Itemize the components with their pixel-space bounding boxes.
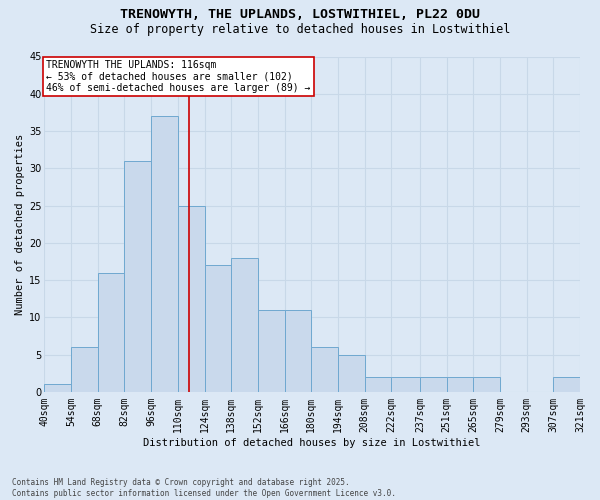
Bar: [44, 384, 71, 392]
X-axis label: Distribution of detached houses by size in Lostwithiel: Distribution of detached houses by size …: [143, 438, 481, 448]
Bar: [473, 377, 500, 392]
Bar: [205, 265, 231, 392]
Text: TRENOWYTH, THE UPLANDS, LOSTWITHIEL, PL22 0DU: TRENOWYTH, THE UPLANDS, LOSTWITHIEL, PL2…: [120, 8, 480, 20]
Text: Size of property relative to detached houses in Lostwithiel: Size of property relative to detached ho…: [90, 22, 510, 36]
Bar: [71, 347, 98, 392]
Y-axis label: Number of detached properties: Number of detached properties: [15, 134, 25, 315]
Text: Contains HM Land Registry data © Crown copyright and database right 2025.
Contai: Contains HM Land Registry data © Crown c…: [12, 478, 396, 498]
Bar: [284, 310, 311, 392]
Bar: [338, 354, 365, 392]
Bar: [258, 310, 284, 392]
Text: TRENOWYTH THE UPLANDS: 116sqm
← 53% of detached houses are smaller (102)
46% of : TRENOWYTH THE UPLANDS: 116sqm ← 53% of d…: [46, 60, 311, 94]
Bar: [365, 377, 391, 392]
Bar: [311, 347, 338, 392]
Bar: [231, 258, 258, 392]
Bar: [553, 377, 580, 392]
Bar: [446, 377, 473, 392]
Bar: [420, 377, 446, 392]
Bar: [98, 272, 124, 392]
Bar: [124, 161, 151, 392]
Bar: [151, 116, 178, 392]
Bar: [391, 377, 420, 392]
Bar: [178, 206, 205, 392]
